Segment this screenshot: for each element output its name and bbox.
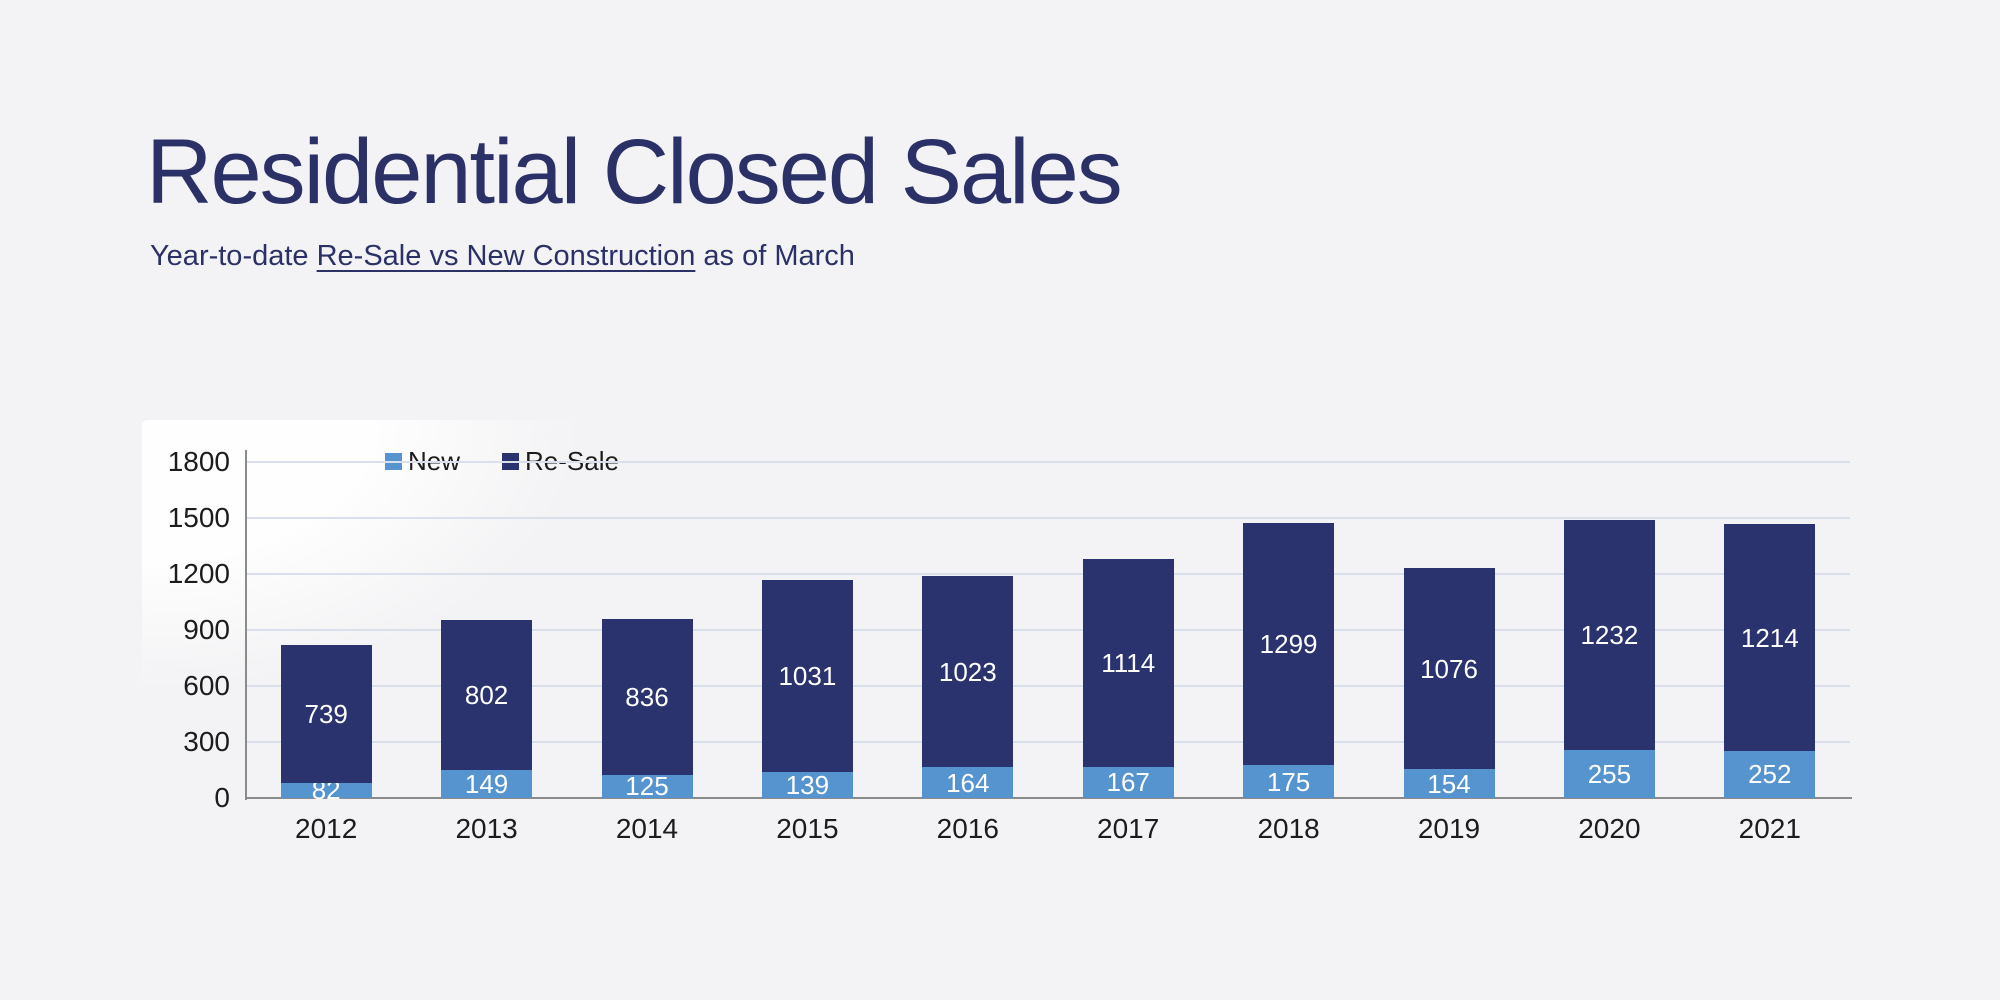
bar-segment-new-2021: 252 [1724, 750, 1816, 798]
bar-label-resale-2013: 802 [464, 680, 509, 711]
bar-segment-new-2019: 154 [1403, 768, 1495, 799]
bar-label-new-2020: 255 [1587, 759, 1632, 790]
bar-segment-resale-2013: 802 [441, 620, 533, 771]
bar-segment-new-2020: 255 [1563, 750, 1655, 798]
subtitle-underlined-text: Re-Sale vs New Construction [316, 240, 696, 272]
subtitle-prefix-text: Year-to-date [150, 240, 317, 272]
y-axis-tick-label: 600 [183, 670, 230, 701]
bar-label-new-2015: 139 [785, 770, 830, 801]
y-axis-line [245, 450, 247, 800]
bar-label-new-2017: 167 [1106, 767, 1150, 798]
bar-label-new-2016: 164 [946, 767, 990, 798]
bar-segment-new-2012: 82 [280, 777, 372, 803]
y-axis-tick-label: 300 [183, 726, 230, 757]
bar-label-resale-2021: 1214 [1740, 622, 1799, 653]
bar-segment-new-2014: 125 [601, 771, 693, 802]
bar-segment-resale-2016: 1023 [922, 576, 1014, 768]
x-axis-label-2015: 2015 [776, 813, 839, 844]
bar-label-resale-2018: 1299 [1259, 629, 1318, 660]
gridline [246, 461, 1850, 463]
gridline [246, 629, 1850, 631]
bar-label-new-2019: 154 [1427, 768, 1471, 799]
x-axis-line [245, 797, 1852, 799]
page-title: Residential Closed Sales [146, 121, 1123, 223]
bar-segment-resale-2012: 739 [280, 644, 372, 783]
gridline [246, 741, 1850, 743]
bar-segment-resale-2021: 1214 [1724, 524, 1816, 751]
bar-segment-new-2016: 164 [922, 767, 1014, 798]
bar-label-resale-2020: 1232 [1580, 620, 1639, 651]
bar-segment-new-2013: 149 [441, 769, 533, 800]
x-axis-label-2012: 2012 [295, 813, 358, 844]
bar-segment-resale-2020: 1232 [1563, 520, 1655, 751]
gridline [246, 573, 1850, 575]
y-axis-tick-label: 1800 [167, 446, 230, 477]
bar-label-resale-2014: 836 [625, 681, 669, 712]
x-axis-label-2020: 2020 [1578, 813, 1641, 844]
bar-segment-resale-2019: 1076 [1403, 568, 1495, 770]
x-axis-label-2018: 2018 [1257, 813, 1320, 844]
gridline [246, 517, 1850, 519]
y-axis-tick-label: 0 [214, 782, 230, 813]
bar-label-resale-2012: 739 [304, 698, 348, 729]
bar-segment-new-2018: 175 [1243, 765, 1335, 798]
bar-segment-resale-2017: 1114 [1082, 558, 1174, 767]
x-axis-label-2013: 2013 [455, 813, 518, 844]
y-axis-tick-label: 900 [183, 614, 230, 645]
x-axis-label-2021: 2021 [1738, 813, 1801, 844]
bar-label-new-2013: 149 [464, 769, 509, 800]
x-axis-label-2014: 2014 [615, 813, 679, 844]
y-axis-tick-label: 1200 [167, 558, 230, 589]
bar-label-new-2021: 252 [1748, 759, 1792, 790]
gridline [246, 685, 1850, 687]
bar-segment-resale-2015: 1031 [761, 579, 853, 773]
bar-segment-resale-2014: 836 [601, 618, 693, 775]
bar-label-resale-2017: 1114 [1101, 647, 1156, 678]
bar-label-resale-2015: 1031 [778, 660, 837, 691]
x-axis-label-2017: 2017 [1097, 813, 1160, 844]
x-axis-label-2016: 2016 [936, 813, 999, 844]
bar-label-new-2018: 175 [1266, 766, 1311, 797]
subtitle-suffix-text: as of March [695, 240, 855, 272]
bar-segment-new-2015: 139 [761, 770, 853, 801]
bar-segment-new-2017: 167 [1082, 766, 1174, 798]
x-axis-label-2019: 2019 [1417, 813, 1481, 844]
bar-label-new-2014: 125 [625, 771, 669, 802]
bar-segment-resale-2018: 1299 [1243, 522, 1335, 766]
bar-label-resale-2016: 1023 [938, 656, 997, 687]
y-axis-tick-label: 1500 [167, 502, 230, 533]
page-subtitle: Year-to-date Re-Sale vs New Construction… [150, 240, 855, 273]
bar-label-resale-2019: 1076 [1420, 653, 1478, 684]
